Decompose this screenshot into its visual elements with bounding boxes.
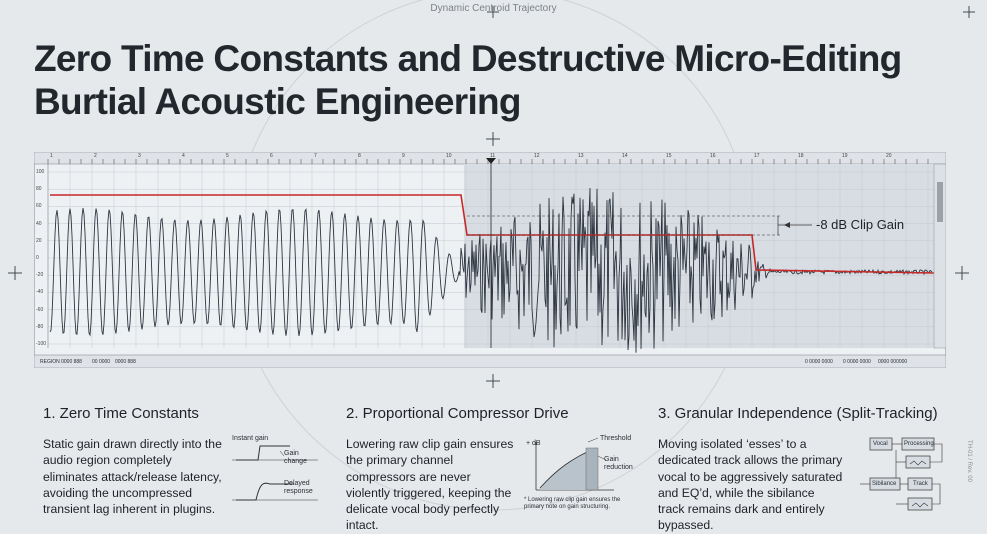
- status-left-2: 00 0000: [92, 359, 111, 365]
- ruler-label: 15: [666, 153, 672, 159]
- y-tick-label: -40: [36, 289, 44, 296]
- side-label: TH-01 / Rev. 00: [966, 440, 972, 482]
- section-2-body: Lowering raw clip gain ensures the prima…: [346, 437, 514, 533]
- ruler-label: 6: [270, 153, 273, 159]
- ruler-label: 16: [710, 153, 716, 159]
- ruler-label: 13: [578, 153, 584, 159]
- section-3-body: Moving isolated ‘esses’ to a dedicated t…: [658, 437, 843, 533]
- section-2-title: 2. Proportional Compressor Drive: [346, 405, 569, 422]
- plus-db-label: + dB: [526, 440, 541, 447]
- track-label: Track: [913, 481, 928, 487]
- ruler-label: 1: [50, 153, 53, 159]
- status-left-3: 0000 888: [115, 359, 136, 365]
- ruler-label: 9: [402, 153, 405, 159]
- ruler-label: 8: [358, 153, 361, 159]
- processing-label: Processing: [904, 441, 934, 447]
- page-title: Zero Time Constants and Destructive Micr…: [34, 38, 902, 79]
- status-bar: [34, 354, 946, 368]
- status-left-1: REGION 0000 888: [40, 359, 82, 365]
- split-track-diagram: [860, 437, 943, 511]
- threshold-label: Threshold: [600, 435, 632, 442]
- ruler-label: 17: [754, 153, 760, 159]
- scrollbar-thumb[interactable]: [937, 182, 943, 222]
- ruler-label: 4: [182, 153, 185, 159]
- y-tick-label: 80: [36, 186, 42, 193]
- y-tick-label: 100: [36, 169, 45, 175]
- ruler-label: 18: [798, 153, 804, 159]
- y-tick-label: 60: [36, 203, 42, 210]
- y-tick-label: -20: [36, 272, 44, 279]
- ruler-label: 12: [534, 153, 540, 159]
- y-tick-label: 20: [36, 237, 42, 244]
- ruler-label: 3: [138, 153, 141, 159]
- top-label: Dynamic Centroid Trajectory: [430, 3, 557, 14]
- status-right-1: 0 0000 0000: [805, 359, 833, 365]
- instant-gain-label: Instant gain: [232, 435, 269, 442]
- ruler-label: 7: [314, 153, 317, 159]
- ruler-label: 20: [886, 153, 892, 159]
- ruler-label: 11: [490, 153, 496, 159]
- y-tick-label: 0: [36, 255, 39, 261]
- status-right-2: 0 0000 0000: [843, 359, 871, 365]
- page-subtitle: Burtial Acoustic Engineering: [34, 81, 522, 122]
- compressor-footnote: * Lowering raw clip gain ensures the pri…: [524, 497, 621, 510]
- sibilance-label: Sibilance: [872, 481, 897, 487]
- section-1-title: 1. Zero Time Constants: [43, 405, 199, 422]
- delayed-response-label: Delayed response: [284, 480, 313, 495]
- ruler-label: 14: [622, 153, 628, 159]
- ruler-label: 2: [94, 153, 97, 159]
- compressor-curve-diagram: [535, 437, 614, 491]
- status-right-3: 0000 000000: [878, 359, 908, 365]
- ruler-label: 10: [446, 153, 452, 159]
- playhead-handle[interactable]: [486, 158, 496, 164]
- section-1-body: Static gain drawn directly into the audi…: [43, 437, 222, 517]
- clip-gain-annotation: -8 dB Clip Gain: [816, 217, 905, 232]
- vocal-label: Vocal: [873, 441, 888, 447]
- y-tick-label: -60: [36, 306, 44, 313]
- ruler-label: 5: [226, 153, 229, 159]
- waveform-panel[interactable]: [34, 152, 946, 368]
- y-tick-label: -80: [36, 323, 44, 330]
- gain-response-diagram: [232, 445, 318, 501]
- y-tick-label: 40: [36, 220, 42, 227]
- section-3-title: 3. Granular Independence (Split-Tracking…: [658, 405, 938, 422]
- gain-change-label: Gain change: [284, 450, 307, 465]
- ruler-label: 19: [842, 153, 848, 159]
- gain-reduction-label: Gain reduction: [604, 456, 633, 471]
- y-tick-label: -100: [36, 341, 47, 347]
